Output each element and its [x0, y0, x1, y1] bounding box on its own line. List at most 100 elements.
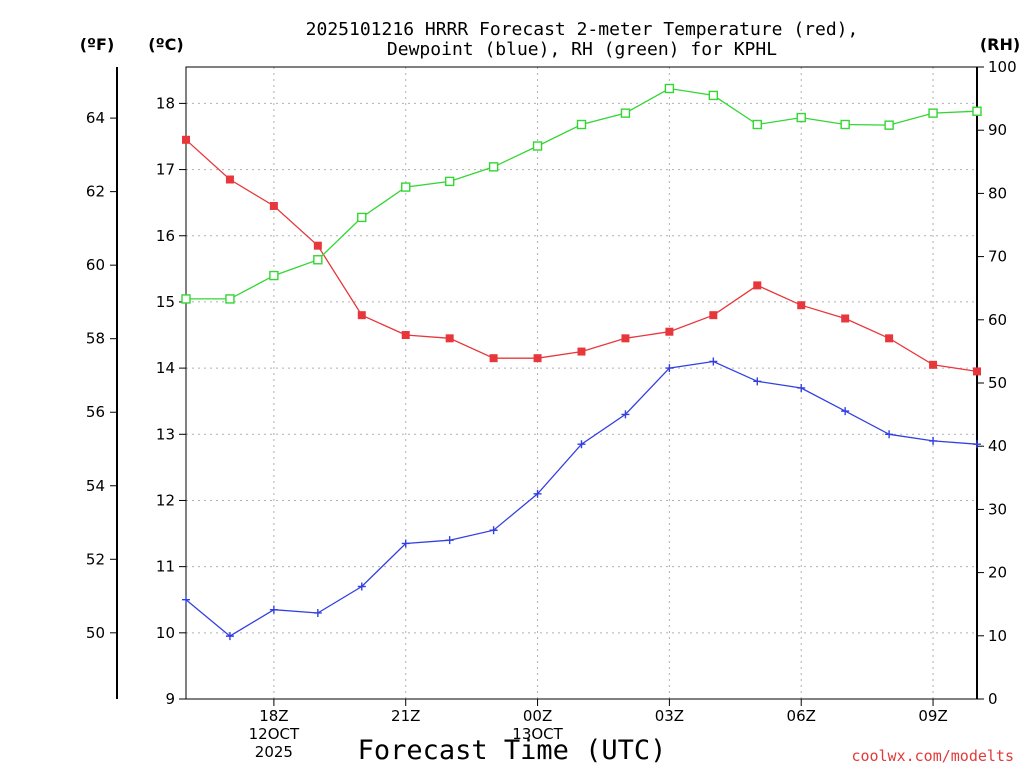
celsius-tick-label: 9	[165, 690, 175, 708]
rh-tick-label: 20	[988, 564, 1007, 582]
relative-humidity-point	[928, 108, 938, 118]
x-tick-label: 03Z	[655, 707, 684, 725]
temperature-line	[185, 139, 978, 373]
temperature-point	[709, 311, 718, 320]
x-axis-title: Forecast Time (UTC)	[358, 735, 667, 766]
dewpoint-line	[185, 360, 978, 637]
temperature-point	[797, 301, 806, 310]
axis-layer	[110, 66, 984, 706]
temperature-point	[489, 354, 498, 363]
relative-humidity-point	[884, 120, 894, 130]
rh-tick-label: 90	[988, 121, 1007, 139]
fahrenheit-tick-label: 56	[86, 403, 105, 421]
fahrenheit-tick-label: 60	[86, 256, 105, 274]
dewpoint-point	[489, 526, 498, 535]
relative-humidity-point	[444, 176, 455, 187]
relative-humidity-point	[532, 141, 543, 151]
relative-humidity-point	[313, 255, 323, 265]
temperature-point	[929, 360, 938, 369]
relative-humidity-point	[708, 90, 719, 101]
rh-unit-label: (RH)	[980, 35, 1020, 54]
dewpoint-point	[577, 440, 586, 449]
relative-humidity-point	[972, 106, 982, 116]
dewpoint-point	[665, 364, 674, 373]
fahrenheit-tick-label: 52	[86, 550, 105, 568]
relative-humidity-point	[752, 119, 762, 130]
rh-tick-label: 70	[988, 248, 1007, 266]
series-layer	[181, 83, 982, 641]
rh-tick-label: 80	[988, 184, 1007, 202]
fahrenheit-unit-label: (ºF)	[80, 35, 115, 54]
rh-tick-label: 40	[988, 437, 1007, 455]
temperature-point	[401, 331, 410, 340]
celsius-tick-label: 10	[156, 624, 175, 642]
dewpoint-point	[753, 377, 762, 386]
plot-frame	[185, 66, 978, 700]
fahrenheit-tick-label: 62	[86, 183, 105, 201]
dewpoint-point	[225, 632, 234, 641]
dewpoint-point	[841, 407, 850, 416]
x-tick-label: 21Z	[391, 707, 420, 725]
relative-humidity-point	[488, 162, 499, 172]
celsius-tick-label: 13	[156, 425, 175, 443]
rh-tick-label: 50	[988, 374, 1007, 392]
dewpoint-point	[533, 489, 542, 498]
relative-humidity-point	[796, 112, 806, 123]
dewpoint-point	[709, 357, 718, 366]
rh-tick-label: 60	[988, 311, 1007, 329]
temperature-point	[357, 311, 366, 320]
rh-tick-label: 30	[988, 500, 1007, 518]
dewpoint-point	[929, 436, 938, 445]
celsius-tick-label: 14	[156, 359, 175, 377]
rh-tick-label: 100	[988, 58, 1017, 76]
x-tick-label: 12OCT	[249, 725, 300, 743]
chart-title-line2: Dewpoint (blue), RH (green) for KPHL	[387, 39, 777, 60]
fahrenheit-tick-label: 64	[86, 109, 105, 127]
rh-tick-label: 10	[988, 627, 1007, 645]
fahrenheit-tick-label: 58	[86, 330, 105, 348]
dewpoint-point	[445, 536, 454, 545]
temperature-point	[577, 347, 586, 356]
relative-humidity-point	[357, 212, 367, 223]
celsius-tick-label: 16	[156, 227, 175, 245]
dewpoint-point	[973, 440, 981, 449]
temperature-point	[753, 281, 762, 290]
dewpoint-point	[401, 539, 410, 548]
relative-humidity-point	[576, 119, 587, 130]
x-tick-label: 00Z	[523, 707, 552, 725]
relative-humidity-point	[664, 83, 675, 94]
temperature-point	[182, 135, 190, 144]
credit-text: coolwx.com/modelts	[851, 747, 1014, 765]
x-tick-label: 09Z	[918, 707, 947, 725]
fahrenheit-tick-label: 54	[86, 477, 105, 495]
dewpoint-point	[182, 595, 190, 604]
temperature-point	[533, 354, 542, 363]
temperature-point	[225, 175, 234, 184]
temperature-point	[841, 314, 850, 323]
dewpoint-point	[269, 605, 278, 614]
relative-humidity-point	[269, 270, 279, 281]
dewpoint-point	[885, 430, 894, 439]
dewpoint-point	[357, 582, 366, 591]
x-tick-label: 13OCT	[512, 725, 563, 743]
x-tick-label: 18Z	[259, 707, 288, 725]
temperature-point	[313, 241, 322, 250]
celsius-tick-label: 12	[156, 491, 175, 509]
dewpoint-point	[313, 608, 322, 617]
temperature-point	[621, 334, 630, 343]
relative-humidity-point	[401, 182, 411, 192]
grid-layer	[186, 67, 977, 699]
celsius-unit-label: (ºC)	[148, 35, 183, 54]
celsius-tick-label: 17	[156, 161, 175, 179]
relative-humidity-point	[225, 294, 235, 304]
relative-humidity-point	[620, 108, 631, 118]
tick-label-layer: 9 10 11 12 13 14 15 16 17 18 50 52 54 56 58 60 62 64 0 10 20…	[86, 58, 1017, 761]
fahrenheit-tick-label: 50	[86, 624, 105, 642]
temperature-point	[445, 334, 454, 343]
temperature-point	[665, 327, 674, 336]
chart-title-line1: 2025101216 HRRR Forecast 2-meter Tempera…	[306, 19, 859, 40]
temperature-point	[973, 367, 981, 376]
relative-humidity-point	[181, 294, 191, 304]
temperature-point	[269, 201, 278, 210]
